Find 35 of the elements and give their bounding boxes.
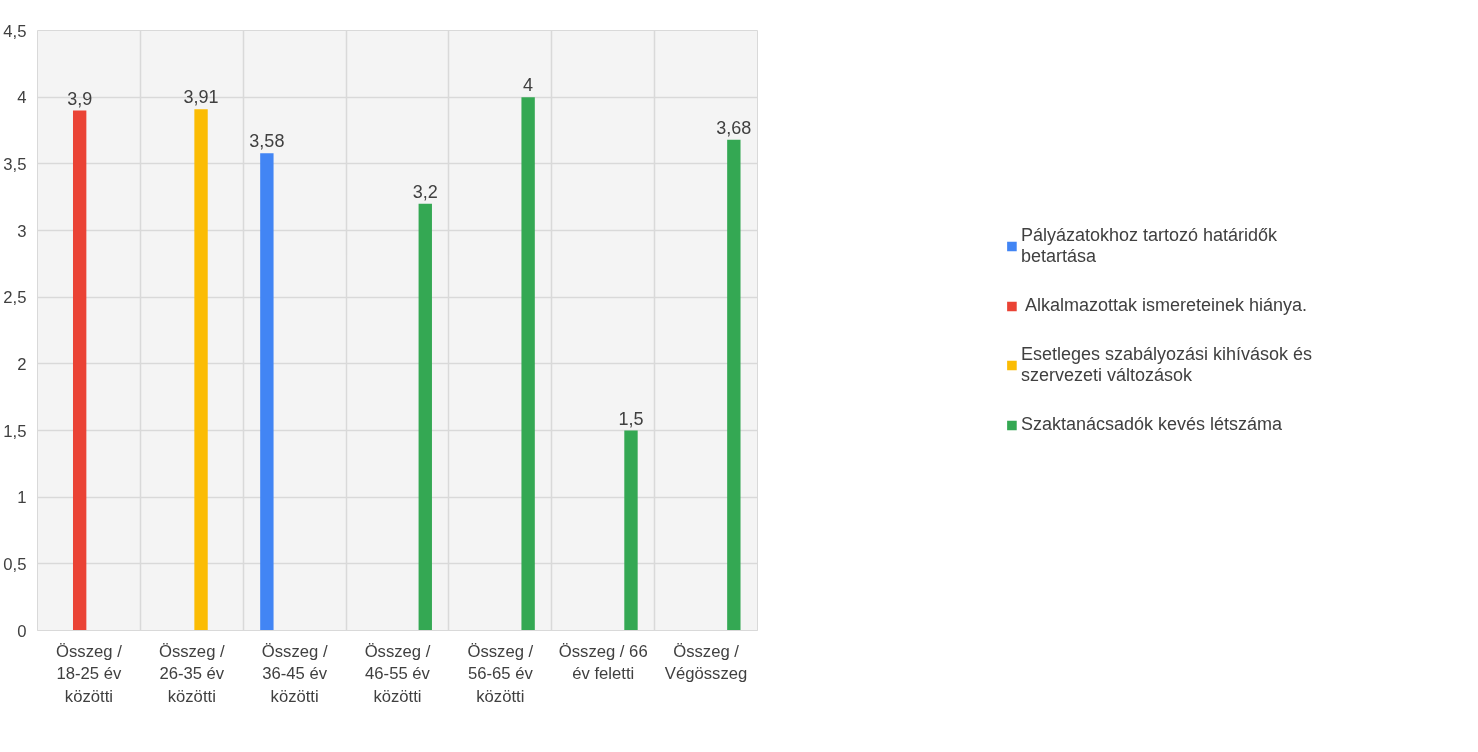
bar xyxy=(72,110,87,631)
data-label: 1,5 xyxy=(618,408,644,429)
data-label: 3,91 xyxy=(183,87,219,108)
y-tick-label: 1 xyxy=(17,488,27,508)
x-tick-label: Összeg / 66 év feletti xyxy=(558,641,648,684)
data-label: 4 xyxy=(523,75,534,96)
x-tick-label: Összeg / 56-65 év közötti xyxy=(467,641,534,707)
legend-label: Esetleges szabályozási kihívások és szervezeti változások xyxy=(1020,344,1313,386)
legend-label: Szaktanácsadók kevés létszáma xyxy=(1020,414,1283,435)
data-label: 3,58 xyxy=(249,131,285,152)
x-tick-label: Összeg / 26-35 év közötti xyxy=(158,641,226,707)
y-tick-label: 4 xyxy=(17,88,27,108)
y-tick-label: 2 xyxy=(17,354,27,374)
x-tick-label: Összeg / 36-45 év közötti xyxy=(261,641,328,707)
x-tick-label: Összeg / 18-25 év közötti xyxy=(56,641,123,707)
x-tick-label: Összeg / 46-55 év közötti xyxy=(364,641,431,707)
y-tick-label: 4,5 xyxy=(3,21,27,41)
y-tick-label: 2,5 xyxy=(3,288,27,308)
y-tick-label: 3,5 xyxy=(3,154,27,174)
y-tick-label: 3 xyxy=(17,221,27,241)
bar xyxy=(727,139,741,631)
bar xyxy=(624,430,638,631)
data-label: 3,9 xyxy=(67,88,93,109)
bar xyxy=(521,97,535,631)
legend-label: Pályázatokhoz tartozó határidők betartása xyxy=(1020,225,1278,267)
bar xyxy=(418,203,432,631)
bar xyxy=(260,153,274,631)
legend-label: Alkalmazottak ismereteinek hiánya. xyxy=(1023,295,1308,316)
data-label: 3,2 xyxy=(412,181,438,202)
y-tick-label: 1,5 xyxy=(3,421,27,441)
bar xyxy=(194,109,208,631)
y-tick-label: 0,5 xyxy=(3,554,27,574)
y-tick-label: 0 xyxy=(17,621,27,641)
x-tick-label: Összeg / Végösszeg xyxy=(664,641,748,684)
data-label: 3,68 xyxy=(716,117,752,138)
